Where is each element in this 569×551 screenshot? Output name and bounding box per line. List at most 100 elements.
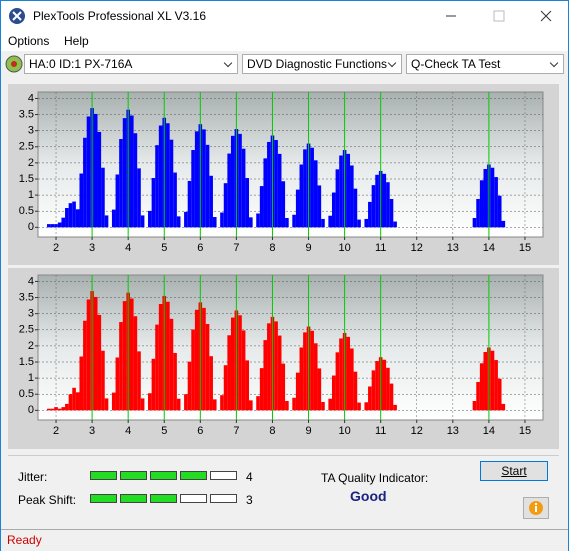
bar — [277, 153, 282, 228]
bar — [328, 215, 332, 228]
bar — [295, 189, 300, 228]
bar — [176, 216, 181, 228]
bar — [375, 174, 379, 228]
bar — [104, 398, 109, 411]
bar — [267, 141, 271, 228]
x-tick-label: 4 — [125, 242, 131, 254]
bar — [173, 352, 177, 411]
bar — [111, 392, 116, 411]
test-select[interactable]: Q-Check TA Test — [406, 54, 564, 74]
bar — [148, 210, 152, 228]
bar — [61, 217, 66, 228]
window-controls[interactable] — [441, 9, 561, 23]
bar — [50, 408, 55, 411]
bar — [75, 209, 80, 228]
bar — [299, 347, 304, 411]
y-tick-label: 2.5 — [19, 324, 34, 336]
bar — [479, 180, 484, 228]
bar — [393, 221, 397, 228]
menu-item[interactable]: Options — [8, 34, 50, 48]
x-tick-label: 11 — [375, 425, 386, 437]
bar — [97, 131, 102, 228]
bar — [497, 195, 502, 228]
bar — [238, 315, 242, 411]
bar — [205, 323, 210, 411]
bar — [245, 360, 250, 411]
x-tick-label: 2 — [53, 425, 59, 437]
bar — [299, 164, 304, 228]
ta-value: Good — [350, 488, 387, 504]
bar — [238, 133, 242, 228]
x-tick-label: 2 — [53, 242, 59, 254]
bar — [194, 309, 199, 411]
x-tick-label: 10 — [338, 242, 350, 254]
window-title: PlexTools Professional XL V3.16 — [33, 9, 206, 23]
bar — [285, 217, 289, 228]
bar — [220, 395, 224, 411]
bar — [79, 356, 84, 411]
bar — [274, 321, 278, 411]
bar — [357, 402, 361, 411]
bar — [393, 404, 397, 411]
y-tick-label: 1.5 — [19, 356, 34, 368]
bar — [184, 211, 188, 228]
bar — [339, 155, 343, 228]
bar — [259, 368, 264, 411]
bar — [303, 149, 307, 228]
drive-icon — [5, 55, 23, 73]
bar — [386, 367, 390, 411]
bar — [65, 403, 69, 411]
bar — [313, 343, 318, 411]
bar — [212, 399, 217, 411]
bar — [187, 361, 192, 411]
function-select[interactable]: DVD Diagnostic Functions — [242, 54, 402, 74]
bar — [140, 398, 145, 411]
bar — [151, 358, 156, 411]
bar — [122, 301, 127, 411]
bar — [483, 352, 488, 411]
bar — [209, 175, 213, 228]
bar — [494, 177, 498, 228]
results-panel — [8, 455, 559, 526]
title-bar: PlexTools Professional XL V3.16 — [1, 1, 568, 31]
menu-item[interactable]: Help — [64, 34, 89, 48]
bar — [129, 298, 134, 411]
bar — [357, 219, 361, 228]
start-button[interactable]: Start — [480, 461, 548, 481]
bar — [202, 307, 206, 411]
bar — [317, 368, 322, 411]
bar — [353, 188, 358, 228]
info-button[interactable] — [523, 497, 549, 519]
bar — [184, 394, 188, 411]
y-tick-label: 0.5 — [19, 388, 34, 400]
bar — [245, 178, 250, 228]
bar — [223, 183, 228, 228]
bar — [119, 139, 123, 228]
y-tick-label: 2.5 — [19, 141, 34, 153]
bar — [490, 350, 495, 411]
bar — [350, 165, 354, 228]
bar — [476, 198, 480, 228]
bar — [353, 371, 358, 411]
bar — [295, 372, 300, 411]
bar — [472, 400, 477, 411]
bar — [155, 324, 159, 411]
y-tick-label: 4 — [28, 275, 34, 287]
meter-segment — [210, 494, 237, 503]
bar — [166, 301, 170, 411]
bar — [119, 322, 123, 411]
bar — [267, 323, 271, 411]
x-tick-label: 13 — [447, 425, 459, 437]
bar — [274, 140, 278, 228]
drive-select[interactable]: HA:0 ID:1 PX-716A — [24, 54, 238, 74]
bar — [158, 125, 163, 228]
bar — [86, 299, 91, 411]
bar — [220, 212, 224, 228]
bar — [72, 201, 76, 228]
meter-segment — [90, 471, 117, 480]
meter-segment — [180, 471, 207, 480]
bar — [263, 158, 268, 228]
menu-bar: Options Help — [1, 31, 568, 51]
